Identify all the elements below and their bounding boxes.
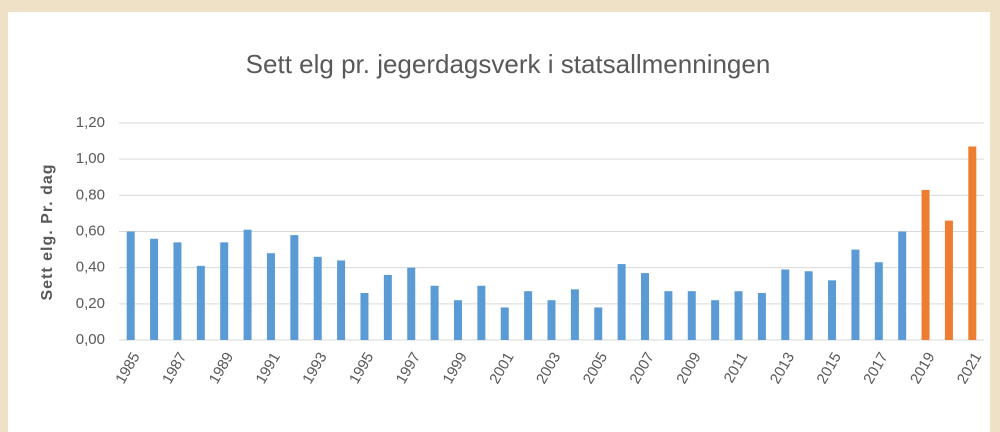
bar — [944, 220, 953, 340]
bar — [968, 146, 977, 340]
bar — [337, 260, 346, 340]
bar — [664, 291, 673, 340]
bar — [547, 300, 556, 340]
bar — [126, 231, 135, 340]
bar — [173, 242, 182, 340]
bar — [196, 265, 205, 340]
bar — [781, 269, 790, 340]
bar — [711, 300, 720, 340]
bar — [243, 229, 252, 340]
bar — [570, 289, 579, 340]
bar — [524, 291, 533, 340]
bar — [734, 291, 743, 340]
chart-title: Sett elg pr. jegerdagsverk i statsallmen… — [246, 49, 771, 79]
bar — [828, 280, 837, 340]
bar — [290, 235, 299, 340]
y-tick-label: 0,20 — [76, 295, 105, 312]
chart-panel — [8, 12, 990, 432]
bar — [453, 300, 462, 340]
bar — [804, 271, 813, 340]
y-tick-label: 1,00 — [76, 150, 105, 167]
bar — [360, 292, 369, 340]
bar — [383, 274, 392, 340]
bar — [407, 267, 416, 340]
bar — [500, 307, 509, 340]
y-tick-label: 0,60 — [76, 222, 105, 239]
y-axis-label: Sett elg. Pr. dag — [39, 163, 56, 300]
y-tick-label: 0,40 — [76, 259, 105, 276]
bar — [874, 262, 883, 340]
bar — [617, 264, 626, 340]
bar — [921, 189, 930, 340]
bar — [313, 256, 322, 340]
bar — [641, 273, 650, 340]
y-tick-label: 0,80 — [76, 186, 105, 203]
bar — [898, 231, 907, 340]
bar — [757, 292, 766, 340]
y-tick-label: 0,00 — [76, 331, 105, 348]
bar — [430, 285, 439, 340]
bar — [687, 291, 696, 340]
bar — [851, 249, 860, 340]
bar — [220, 242, 229, 340]
bar — [266, 253, 275, 340]
bar — [477, 285, 486, 340]
bar — [150, 238, 159, 340]
bar — [594, 307, 603, 340]
y-tick-label: 1,20 — [76, 114, 105, 131]
